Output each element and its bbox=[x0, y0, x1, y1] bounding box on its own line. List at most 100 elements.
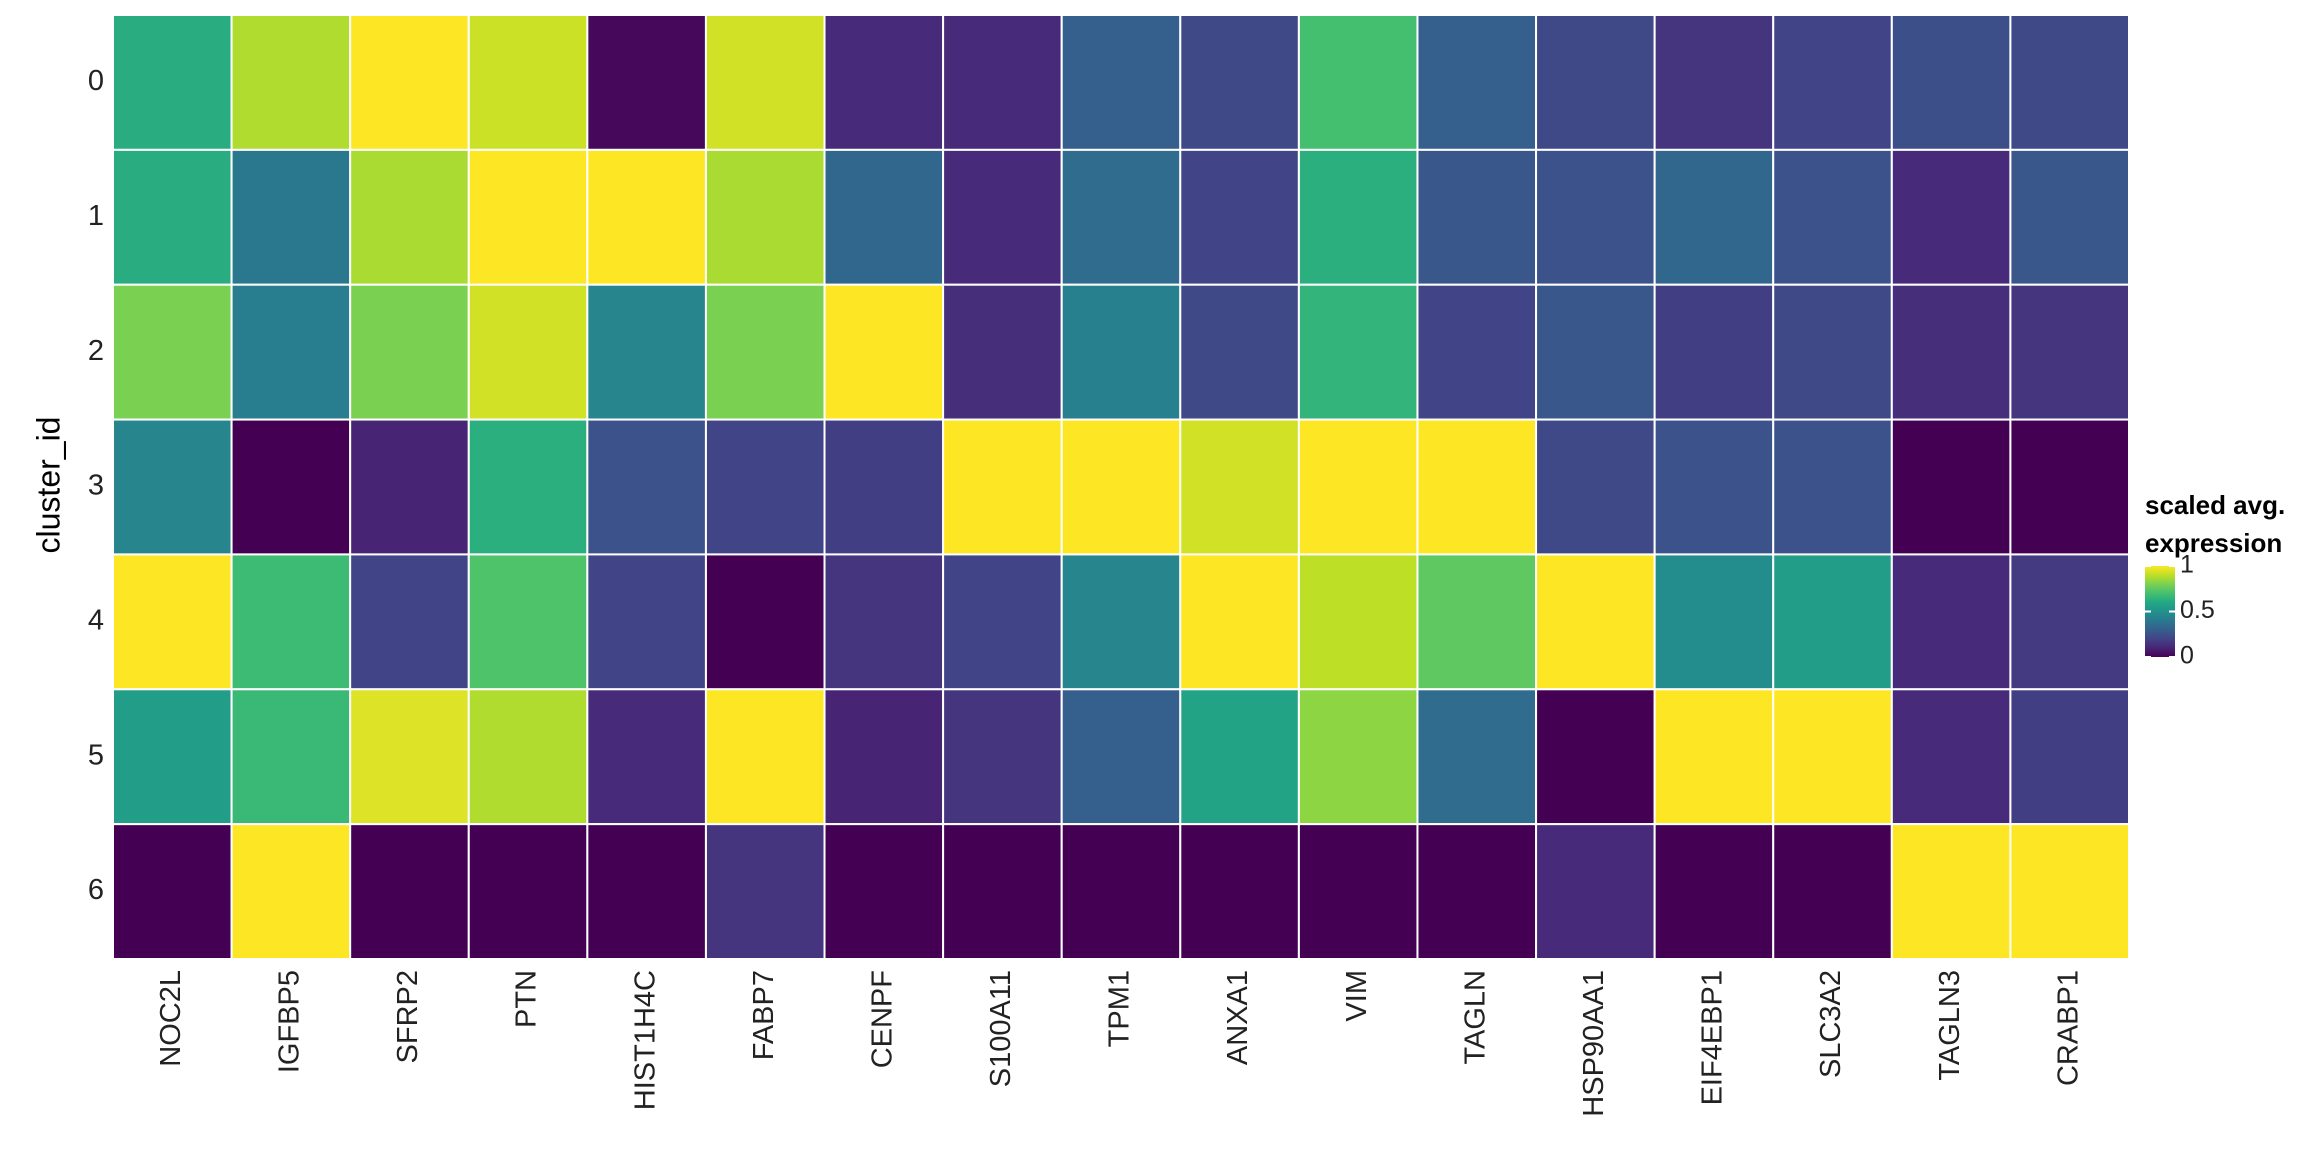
x-tick-label: ANXA1 bbox=[1222, 970, 1254, 1065]
y-tick-label: 5 bbox=[88, 739, 104, 771]
heatmap-cell bbox=[349, 553, 470, 691]
heatmap-cell bbox=[823, 14, 945, 151]
heatmap-cell bbox=[1653, 14, 1775, 151]
heatmap-cell bbox=[1179, 688, 1300, 826]
heatmap-cell bbox=[1297, 148, 1419, 286]
heatmap-cell bbox=[349, 283, 470, 421]
x-tick-label: FABP7 bbox=[748, 970, 780, 1060]
heatmap-cell bbox=[1416, 14, 1538, 151]
y-tick-label: 2 bbox=[88, 335, 104, 367]
heatmap-cell bbox=[1772, 148, 1893, 286]
colorbar-tick-label: 0.5 bbox=[2180, 596, 2215, 624]
heatmap-cell bbox=[349, 418, 470, 556]
heatmap-cell bbox=[112, 823, 233, 961]
x-tick-label: TPM1 bbox=[1104, 970, 1136, 1047]
heatmap-cell bbox=[349, 688, 470, 826]
x-tick-label: VIM bbox=[1341, 970, 1373, 1022]
heatmap-cell bbox=[1297, 553, 1419, 691]
heatmap-cell bbox=[230, 823, 352, 961]
heatmap-cell bbox=[467, 418, 589, 556]
heatmap-cell bbox=[1653, 283, 1775, 421]
heatmap-cell bbox=[349, 823, 470, 961]
heatmap-cell bbox=[1535, 283, 1656, 421]
heatmap-cell bbox=[1890, 148, 2012, 286]
heatmap-cell bbox=[942, 823, 1063, 961]
heatmap-cell bbox=[467, 823, 589, 961]
heatmap-cell bbox=[1416, 283, 1538, 421]
heatmap-cell bbox=[823, 283, 945, 421]
heatmap-cell bbox=[1772, 283, 1893, 421]
heatmap-cell bbox=[230, 283, 352, 421]
heatmap-cell bbox=[467, 283, 589, 421]
heatmap-cell bbox=[823, 148, 945, 286]
y-tick-label: 6 bbox=[88, 874, 104, 906]
heatmap-cell bbox=[823, 823, 945, 961]
heatmap-cell bbox=[1416, 418, 1538, 556]
x-tick-label: S100A11 bbox=[985, 970, 1017, 1087]
heatmap-cell bbox=[2009, 553, 2130, 691]
legend-title: expression bbox=[2145, 528, 2282, 558]
heatmap-cell bbox=[467, 688, 589, 826]
heatmap-cell bbox=[1060, 283, 1182, 421]
heatmap-cell bbox=[1060, 14, 1182, 151]
heatmap-cell bbox=[349, 148, 470, 286]
heatmap-cell bbox=[1890, 553, 2012, 691]
heatmap-cell bbox=[1060, 418, 1182, 556]
heatmap-cell bbox=[1653, 148, 1775, 286]
heatmap-cell bbox=[1535, 553, 1656, 691]
legend-title: scaled avg. bbox=[2145, 490, 2285, 520]
heatmap-cell bbox=[1772, 553, 1893, 691]
heatmap-cell bbox=[2009, 418, 2130, 556]
x-tick-label: SFRP2 bbox=[392, 970, 424, 1063]
heatmap-cell bbox=[942, 418, 1063, 556]
colorbar-tick-label: 1 bbox=[2180, 551, 2194, 579]
heatmap-cell bbox=[1653, 418, 1775, 556]
heatmap-cell bbox=[1060, 688, 1182, 826]
x-tick-label: NOC2L bbox=[155, 970, 187, 1067]
heatmap-cell bbox=[1416, 823, 1538, 961]
heatmap-cell bbox=[2009, 823, 2130, 961]
heatmap-cell bbox=[1772, 688, 1893, 826]
heatmap-cell bbox=[1060, 823, 1182, 961]
heatmap-cell bbox=[586, 823, 707, 961]
heatmap-cell bbox=[1060, 148, 1182, 286]
heatmap-cell bbox=[1179, 283, 1300, 421]
heatmap-cell bbox=[1772, 823, 1893, 961]
x-tick-label: HIST1H4C bbox=[629, 970, 661, 1110]
heatmap-cell bbox=[942, 148, 1063, 286]
y-tick-label: 3 bbox=[88, 470, 104, 502]
heatmap-cell bbox=[112, 14, 233, 151]
y-axis-label: cluster_id bbox=[30, 417, 66, 554]
heatmap-cell bbox=[942, 688, 1063, 826]
heatmap-cell bbox=[823, 688, 945, 826]
heatmap-cell bbox=[349, 14, 470, 151]
heatmap-cell bbox=[1297, 283, 1419, 421]
heatmap-cell bbox=[1772, 418, 1893, 556]
heatmap-cell bbox=[2009, 148, 2130, 286]
heatmap-cell bbox=[2009, 283, 2130, 421]
heatmap-cell bbox=[1179, 148, 1300, 286]
heatmap-cell bbox=[1535, 688, 1656, 826]
heatmap-cell bbox=[1653, 823, 1775, 961]
y-tick-label: 0 bbox=[88, 65, 104, 97]
heatmap-cell bbox=[230, 553, 352, 691]
heatmap-cell bbox=[112, 418, 233, 556]
heatmap-cell bbox=[942, 553, 1063, 691]
heatmap-cell bbox=[230, 418, 352, 556]
y-tick-label: 1 bbox=[88, 200, 104, 232]
y-tick-label: 4 bbox=[88, 605, 104, 637]
heatmap-cell bbox=[230, 148, 352, 286]
heatmap-cell bbox=[467, 14, 589, 151]
heatmap-cell bbox=[1653, 688, 1775, 826]
heatmap-cell bbox=[1890, 14, 2012, 151]
heatmap-cell bbox=[586, 14, 707, 151]
x-tick-label: TAGLN bbox=[1459, 970, 1491, 1065]
x-tick-label: SLC3A2 bbox=[1815, 970, 1847, 1078]
heatmap-cell bbox=[1890, 418, 2012, 556]
heatmap-cell bbox=[586, 283, 707, 421]
heatmap-cell bbox=[230, 14, 352, 151]
heatmap-cell bbox=[586, 553, 707, 691]
heatmap-cell bbox=[1890, 283, 2012, 421]
heatmap-cell bbox=[112, 148, 233, 286]
